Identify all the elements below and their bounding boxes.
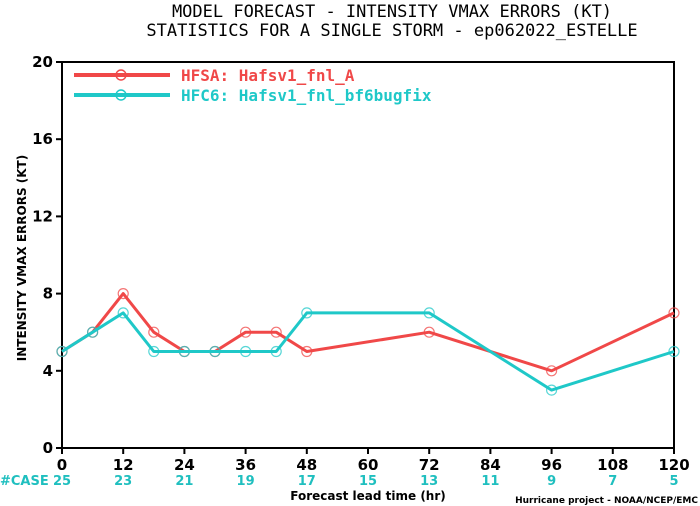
x-tick-label: 36 [235,456,256,474]
y-tick-label: 20 [32,53,53,71]
case-count: 19 [237,474,255,489]
case-count: 25 [53,474,71,489]
legend-swatch-marker [115,69,127,81]
case-label: #CASE [0,474,49,489]
x-tick-label: 60 [358,456,379,474]
x-tick-label: 48 [296,456,317,474]
data-point [117,307,129,319]
data-point [117,288,129,300]
data-point [270,326,282,338]
case-count: 7 [608,474,617,489]
credit-text: Hurricane project - NOAA/NCEP/EMC [515,496,698,506]
legend-label: HFSA: Hafsv1_fnl_A [181,66,355,85]
data-point [240,326,252,338]
x-tick-label: 12 [113,456,134,474]
case-count: 13 [420,474,438,489]
x-tick-label: 72 [419,456,440,474]
y-tick-label: 4 [43,362,53,380]
case-count: 11 [481,474,499,489]
data-point [301,307,313,319]
data-point [668,345,680,358]
data-point [86,326,99,338]
data-point [270,345,282,358]
x-tick-label: 0 [57,456,67,474]
data-point [545,384,558,396]
x-tick-label: 96 [541,456,562,474]
y-tick-label: 0 [43,439,53,457]
data-point [423,307,435,319]
series-line-2 [61,311,675,392]
series-line-1 [61,292,675,373]
y-tick-label: 16 [32,130,53,148]
data-point [209,345,221,358]
data-point [545,365,558,377]
plot-frame [61,61,675,449]
data-point [423,326,435,338]
legend-swatch-marker [115,89,127,101]
x-tick-label: 108 [597,456,628,474]
case-count: 9 [547,474,556,489]
x-tick-label: 24 [174,456,195,474]
y-tick-label: 12 [32,207,53,225]
y-tick-label: 8 [43,285,53,303]
case-count: 5 [669,474,678,489]
chart-title: MODEL FORECAST - INTENSITY VMAX ERRORS (… [172,2,612,22]
case-count: 23 [114,474,132,489]
x-tick-label: 84 [480,456,501,474]
y-axis-label: INTENSITY VMAX ERRORS (KT) [15,155,29,361]
case-count: 21 [175,474,193,489]
x-tick-label: 120 [658,456,689,474]
data-point [148,345,160,358]
case-count: 15 [359,474,377,489]
legend-label: HFC6: Hafsv1_fnl_bf6bugfix [181,86,432,105]
case-count: 17 [298,474,316,489]
data-point [301,345,313,358]
chart-subtitle: STATISTICS FOR A SINGLE STORM - ep062022… [146,21,637,41]
data-point [178,345,190,358]
data-point [56,345,68,358]
data-point [240,345,252,358]
data-point [668,307,680,319]
x-axis-label: Forecast lead time (hr) [290,489,446,503]
data-point [148,326,160,338]
